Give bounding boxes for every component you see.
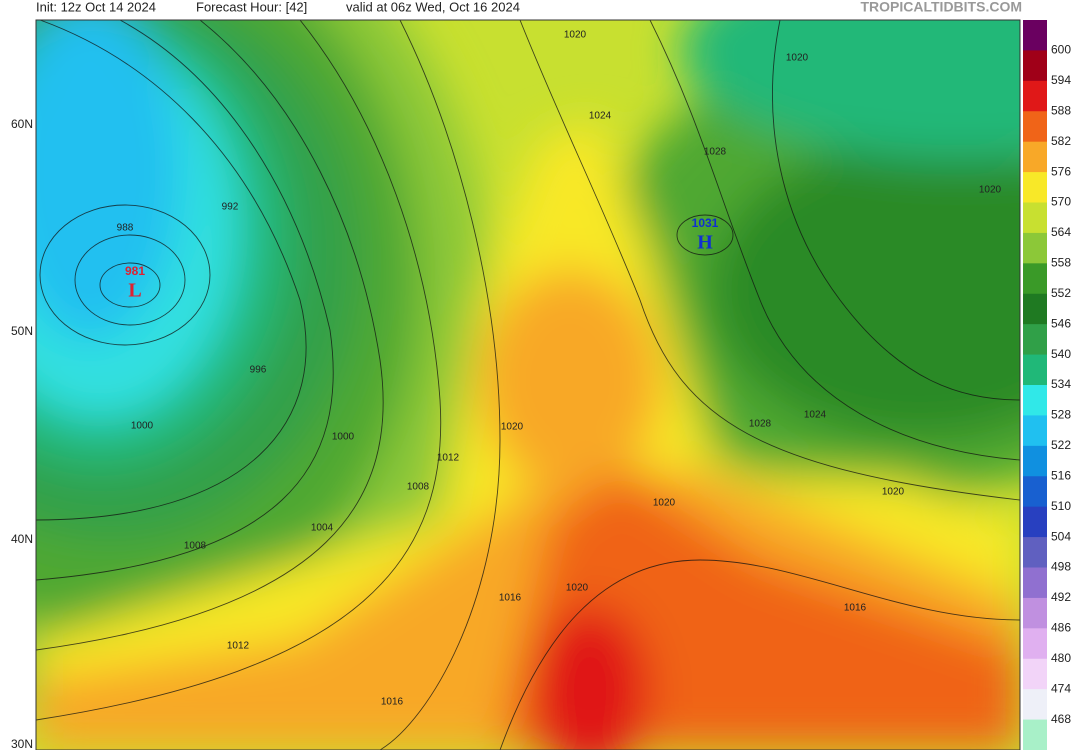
contour-label: 996 — [250, 365, 267, 376]
colorbar-segment — [1023, 628, 1047, 660]
contour-label: 981 — [125, 264, 145, 278]
colorbar-segment — [1023, 324, 1047, 356]
colorbar-segment — [1023, 263, 1047, 295]
colorbar-label: 516 — [1051, 468, 1071, 482]
contour-label: 1012 — [227, 641, 250, 652]
colorbar-label: 558 — [1051, 256, 1071, 270]
colorbar-segment — [1023, 202, 1047, 234]
colorbar-label: 600 — [1051, 43, 1071, 57]
colorbar-label: 576 — [1051, 164, 1071, 178]
contour-label: 988 — [117, 223, 134, 234]
colorbar-label: 480 — [1051, 651, 1071, 665]
init-text: Init: 12z Oct 14 2024 — [36, 0, 156, 14]
colorbar-segment — [1023, 597, 1047, 629]
low-marker: L — [128, 280, 141, 302]
colorbar-segment — [1023, 111, 1047, 143]
contour-label: 1000 — [131, 421, 154, 432]
colorbar-label: 492 — [1051, 590, 1071, 604]
contour-label: 1020 — [564, 30, 587, 41]
colorbar-label: 582 — [1051, 134, 1071, 148]
contour-label: 1020 — [653, 498, 676, 509]
colorbar: 600 594 588 582 576 570 564 558 552 546 540 534 528 5… — [1023, 20, 1071, 750]
contour-label: 1012 — [437, 453, 460, 464]
high-marker: H — [697, 232, 713, 254]
contour-label: 1016 — [499, 593, 522, 604]
colorbar-segment — [1023, 80, 1047, 112]
contour-label: 1016 — [381, 697, 404, 708]
colorbar-label: 486 — [1051, 621, 1071, 635]
contour-label: 1020 — [566, 583, 589, 594]
colorbar-segment — [1023, 385, 1047, 416]
latitude-label: 30N — [11, 737, 33, 750]
colorbar-label: 498 — [1051, 560, 1071, 574]
colorbar-label: 588 — [1051, 103, 1071, 117]
latitude-label: 50N — [11, 324, 33, 338]
colorbar-label: 474 — [1051, 681, 1071, 695]
colorbar-segment — [1023, 658, 1047, 690]
contour-label: 1024 — [589, 111, 612, 122]
contour-label: 1024 — [804, 410, 827, 421]
colorbar-segment — [1023, 506, 1047, 538]
contour-label: 1008 — [407, 482, 430, 493]
colorbar-label: 528 — [1051, 408, 1071, 422]
latitude-label: 40N — [11, 532, 33, 546]
colorbar-label: 534 — [1051, 377, 1071, 391]
colorbar-label: 546 — [1051, 316, 1071, 330]
colorbar-segment — [1023, 445, 1047, 477]
contour-label: 1028 — [704, 147, 727, 158]
colorbar-segment — [1023, 232, 1047, 264]
colorbar-segment — [1023, 537, 1047, 568]
colorbar-segment — [1023, 141, 1047, 173]
contour-label: 1004 — [311, 523, 334, 534]
colorbar-label: 510 — [1051, 499, 1071, 513]
colorbar-segment — [1023, 689, 1047, 721]
colorbar-label: 522 — [1051, 438, 1071, 452]
map-frame — [35, 19, 1021, 750]
colorbar-segment — [1023, 20, 1047, 51]
isobars — [36, 20, 1020, 750]
colorbar-label: 570 — [1051, 195, 1071, 209]
forecast-hour: Forecast Hour: [42] — [196, 0, 307, 14]
contour-label: 1020 — [786, 53, 809, 64]
contour-label: 1020 — [979, 185, 1002, 196]
site-name: TROPICALTIDBITS.COM — [860, 0, 1022, 15]
contour-label: 992 — [222, 202, 239, 213]
colorbar-label: 540 — [1051, 347, 1071, 361]
contour-label: 1020 — [882, 487, 905, 498]
colorbar-segment — [1023, 415, 1047, 447]
contour-label: 1031 — [692, 216, 719, 230]
contour-label: 1020 — [501, 422, 524, 433]
colorbar-segment — [1023, 719, 1047, 750]
colorbar-segment — [1023, 567, 1047, 599]
latitude-label: 60N — [11, 117, 33, 131]
contour-label: 1000 — [332, 432, 355, 443]
colorbar-segment — [1023, 50, 1047, 82]
colorbar-segment — [1023, 172, 1047, 203]
colorbar-segment — [1023, 476, 1047, 508]
colorbar-segment — [1023, 354, 1047, 386]
colorbar-label: 564 — [1051, 225, 1071, 239]
contour-label: 1008 — [184, 541, 207, 552]
colorbar-label: 504 — [1051, 529, 1071, 543]
colorbar-label: 594 — [1051, 73, 1071, 87]
valid-time: valid at 06z Wed, Oct 16 2024 — [346, 0, 520, 14]
colorbar-label: 468 — [1051, 712, 1071, 726]
colorbar-segment — [1023, 293, 1047, 325]
contour-label: 1016 — [844, 603, 867, 614]
contour-label: 1028 — [749, 419, 772, 430]
colorbar-label: 552 — [1051, 286, 1071, 300]
